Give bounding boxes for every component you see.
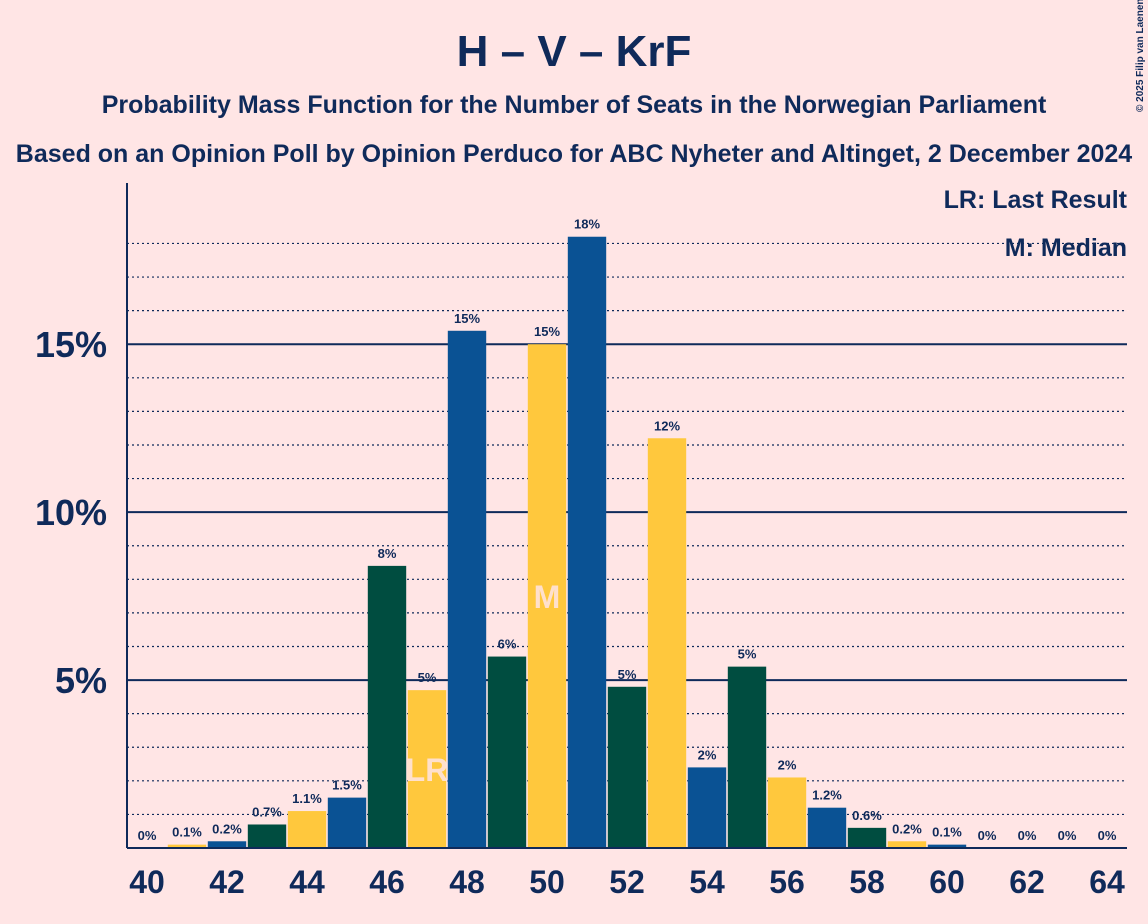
x-tick-label: 50 [529,864,565,900]
bar [567,236,607,849]
x-tick-label: 52 [609,864,645,900]
x-tick-label: 62 [1009,864,1045,900]
bar [487,656,527,848]
bar [807,807,847,848]
value-label: 1.5% [332,778,362,793]
x-tick-label: 46 [369,864,405,900]
chart-title: H – V – KrF [457,27,692,76]
chart-subtitle: Probability Mass Function for the Number… [102,91,1047,119]
value-label: 12% [654,418,680,433]
value-label: 0% [1058,828,1077,843]
bar [847,827,887,848]
value-label: 1.2% [812,788,842,803]
bar [727,666,767,848]
x-tick-label: 40 [129,864,165,900]
value-label: 1.1% [292,791,322,806]
marker-label: LR [406,752,449,788]
x-tick-label: 44 [289,864,325,900]
bar [407,690,447,848]
bar [767,777,807,848]
value-label: 0.2% [212,821,242,836]
legend-entry: M: Median [1005,234,1127,262]
x-tick-label: 54 [689,864,725,900]
bar [447,330,487,848]
value-label: 0% [1018,828,1037,843]
value-label: 0.1% [172,825,202,840]
value-label: 15% [454,311,480,326]
x-tick-label: 60 [929,864,965,900]
value-label: 0% [1098,828,1117,843]
value-label: 0.6% [852,808,882,823]
y-tick-label: 15% [35,324,107,365]
bar [927,844,967,848]
x-tick-label: 64 [1089,864,1125,900]
bar [607,686,647,848]
value-label: 5% [418,670,437,685]
value-label: 2% [698,747,717,762]
bar [167,844,207,848]
bar [887,841,927,848]
x-tick-label: 56 [769,864,805,900]
legend-entry: LR: Last Result [944,186,1128,214]
value-label: 0% [978,828,997,843]
y-tick-label: 10% [35,492,107,533]
value-label: 15% [534,324,560,339]
x-tick-label: 42 [209,864,245,900]
value-label: 5% [618,667,637,682]
value-label: 8% [378,546,397,561]
value-label: 0.7% [252,804,282,819]
bar [527,344,567,848]
copyright: © 2025 Filip van Laenen [1135,0,1146,112]
bar [287,811,327,848]
bar [367,565,407,848]
y-tick-label: 5% [55,660,107,701]
x-tick-label: 58 [849,864,885,900]
bar [647,438,687,848]
bar [687,767,727,848]
chart-subtitle: Based on an Opinion Poll by Opinion Perd… [16,140,1132,168]
value-label: 0.1% [932,825,962,840]
value-label: 6% [498,637,517,652]
value-label: 5% [738,647,757,662]
bar [207,841,247,848]
value-label: 0% [138,828,157,843]
value-label: 18% [574,217,600,232]
value-label: 2% [778,757,797,772]
marker-label: M [534,579,561,615]
value-label: 0.2% [892,821,922,836]
x-tick-label: 48 [449,864,485,900]
bar [247,824,287,848]
bar [327,797,367,848]
